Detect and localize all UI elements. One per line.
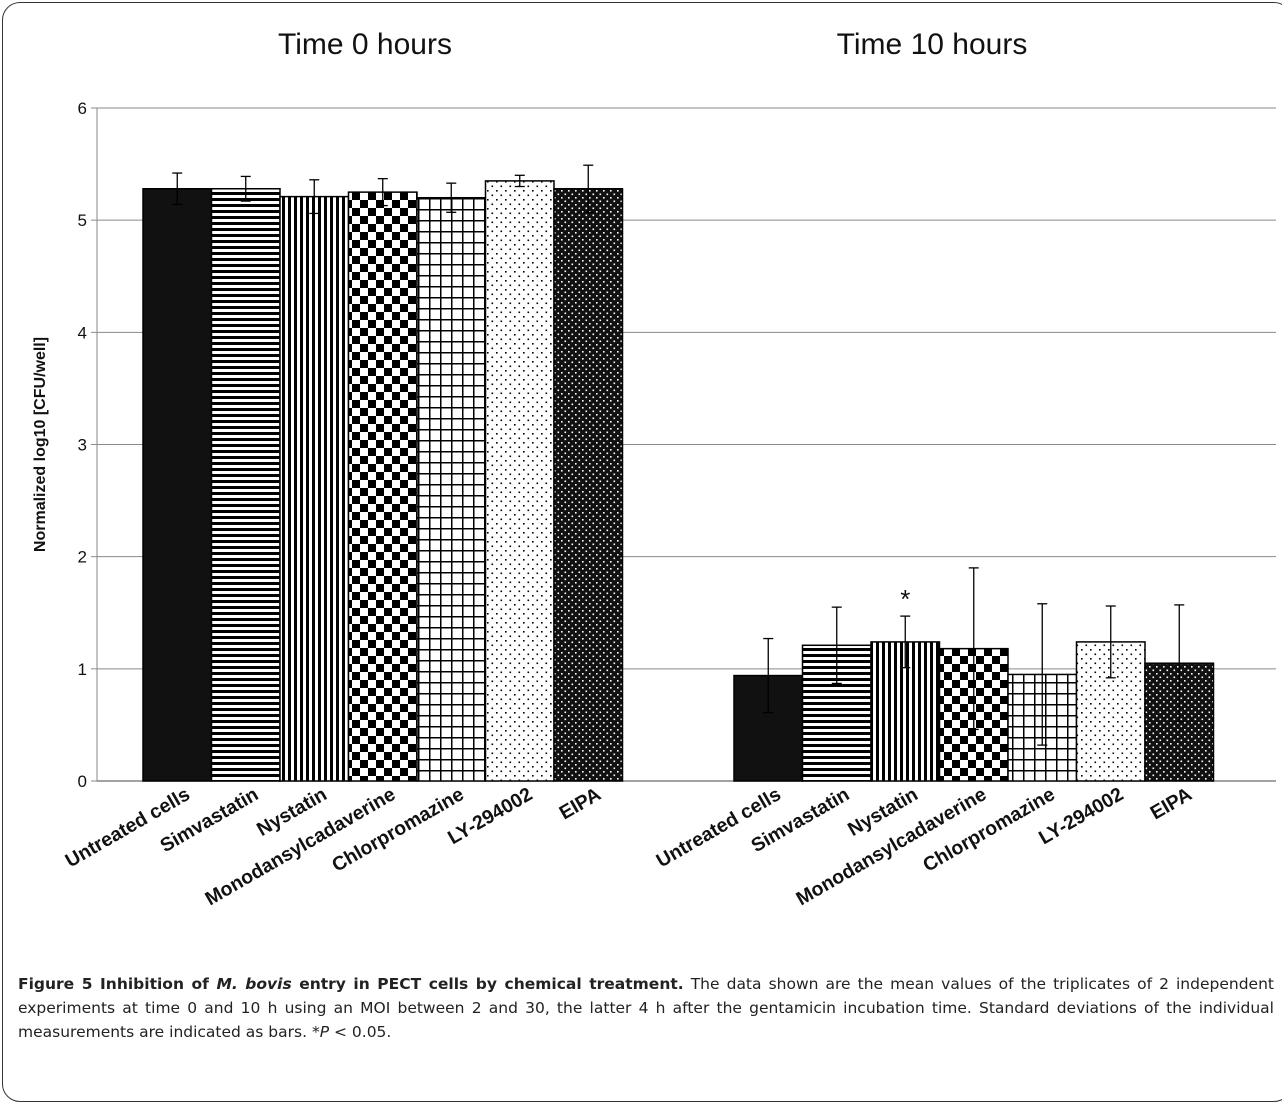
bar [210,188,281,782]
caption-lead: Figure 5 Inhibition of M. bovis entry in… [18,975,684,993]
bar [484,180,555,782]
bar [553,188,624,782]
bar [416,196,487,782]
y-axis-label: Normalized log10 [CFU/well] [32,337,49,552]
y-tick-label: 1 [78,660,87,679]
bar [347,191,418,782]
caption-body-pre: The data shown are the mean values of th… [18,975,1274,1041]
y-tick-label: 5 [78,211,87,230]
caption-lead-italic: M. bovis [216,975,292,993]
x-tick-label: EIPA [556,783,605,824]
panel-title-time-10: Time 10 hours [836,28,1028,61]
caption-body-italic: P [319,1023,330,1041]
caption-lead-pre: Figure 5 Inhibition of [18,975,217,993]
caption-body-post: < 0.05. [329,1023,392,1041]
y-tick-label: 4 [78,323,87,342]
y-tick-label: 6 [78,99,87,118]
bar [142,188,213,782]
significance-marker: * [900,584,910,614]
caption-lead-post: entry in PECT cells by chemical treatmen… [291,975,684,993]
x-tick-label: EIPA [1147,783,1196,824]
bar [279,195,350,782]
y-tick-label: 3 [78,436,87,455]
panel-title-time-0: Time 0 hours [278,28,452,61]
figure-caption: Figure 5 Inhibition of M. bovis entry in… [18,972,1274,1044]
y-tick-label: 0 [78,772,87,791]
y-tick-label: 2 [78,548,87,567]
